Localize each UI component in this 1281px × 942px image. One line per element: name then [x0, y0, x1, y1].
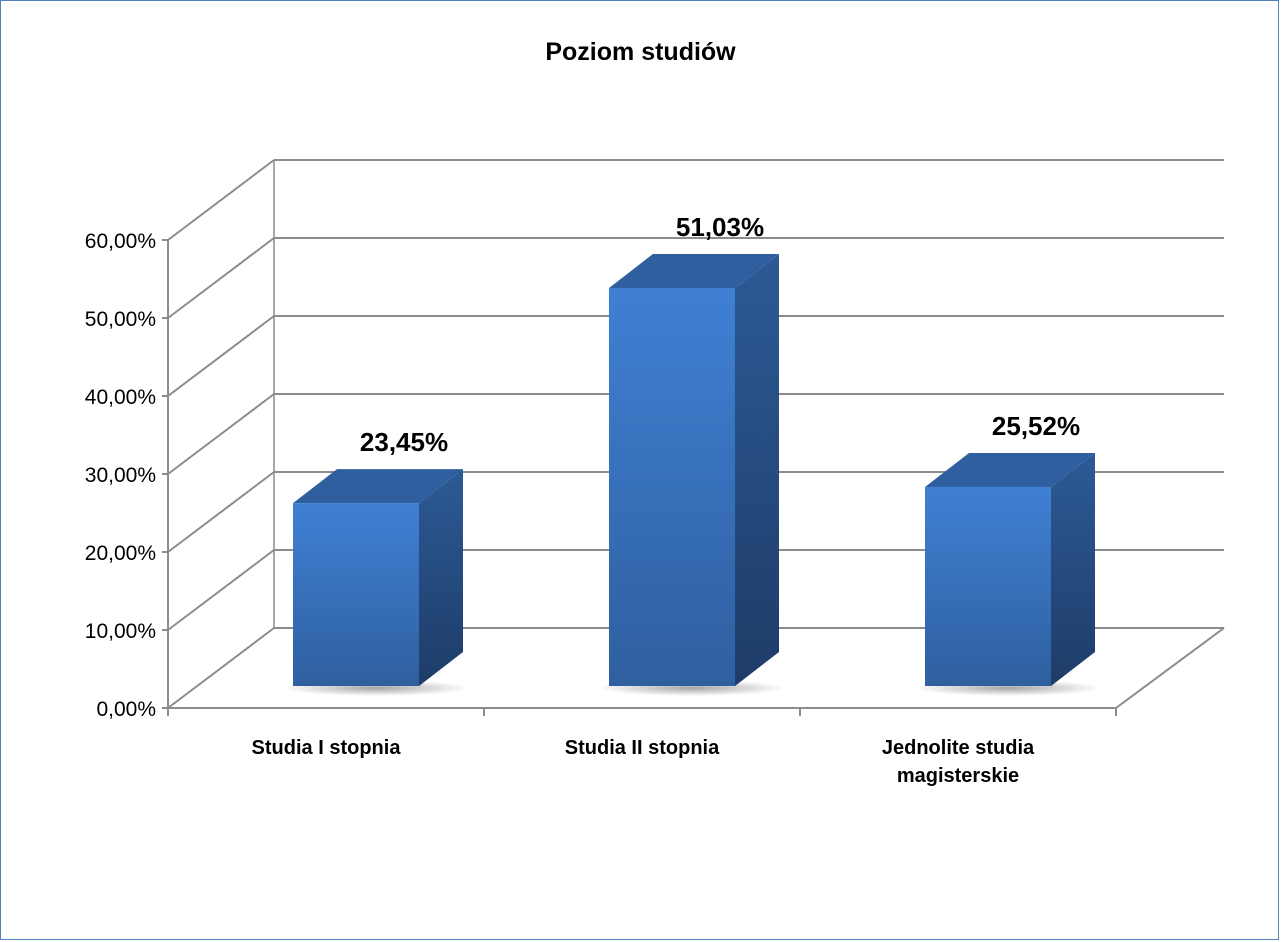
side-gridline-3: [167, 393, 275, 475]
y-tick-label: 50,00%: [85, 308, 156, 331]
category-label: Studia I stopnia: [252, 737, 402, 759]
bar-top: [609, 253, 779, 288]
y-tick-label: 40,00%: [85, 386, 156, 409]
data-label: 25,52%: [992, 411, 1080, 441]
side-gridline-5: [167, 237, 275, 319]
bar-side: [1051, 452, 1095, 686]
side-gridline-2: [167, 471, 275, 553]
side-gridline-0: [167, 627, 275, 709]
data-label: 51,03%: [676, 212, 764, 242]
bar: [609, 287, 735, 686]
data-label: 23,45%: [360, 427, 448, 457]
bar-top: [925, 452, 1095, 487]
y-tick-label: 10,00%: [85, 620, 156, 643]
bar-top: [293, 469, 463, 504]
category-label: Studia II stopnia: [565, 737, 720, 759]
bar: [925, 486, 1051, 686]
y-tick-label: 20,00%: [85, 542, 156, 565]
y-tick-label: 30,00%: [85, 464, 156, 487]
chart-title: Poziom studiów: [545, 38, 736, 66]
side-gridline-6: [167, 159, 275, 241]
side-gridline-1: [167, 549, 275, 631]
side-gridline-4: [167, 315, 275, 397]
category-label: Jednolite studia: [882, 737, 1035, 759]
category-label: magisterskie: [897, 765, 1019, 787]
bar-side: [735, 253, 779, 686]
y-tick-label: 0,00%: [96, 698, 156, 721]
floor-right-edge: [1115, 627, 1225, 709]
bar: [293, 503, 419, 686]
y-tick-label: 60,00%: [85, 230, 156, 253]
bar-side: [419, 469, 463, 686]
